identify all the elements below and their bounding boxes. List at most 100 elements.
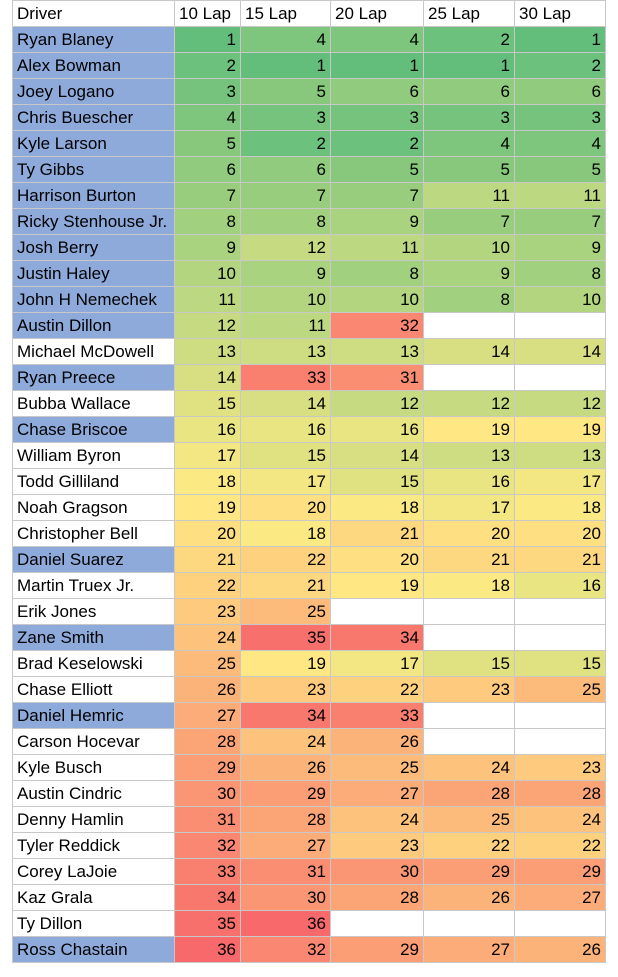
driver-cell[interactable]: Kyle Larson [12,130,175,157]
lap-rank-cell[interactable]: 23 [240,676,331,703]
lap-rank-cell[interactable]: 1 [330,52,424,79]
driver-cell[interactable]: Justin Haley [12,260,175,287]
driver-cell[interactable]: Ricky Stenhouse Jr. [12,208,175,235]
lap-rank-cell[interactable]: 21 [514,546,606,573]
lap-rank-cell[interactable]: 15 [240,442,331,469]
lap-rank-cell[interactable]: 3 [174,78,241,105]
lap-rank-cell[interactable]: 15 [330,468,424,495]
lap-rank-cell[interactable]: 5 [423,156,515,183]
lap-rank-cell[interactable]: 11 [240,312,331,339]
lap-rank-cell[interactable]: 20 [514,520,606,547]
lap-rank-cell[interactable]: 16 [423,468,515,495]
lap-rank-cell[interactable] [514,624,606,651]
driver-cell[interactable]: Ty Gibbs [12,156,175,183]
lap-rank-cell[interactable]: 2 [514,52,606,79]
lap-rank-cell[interactable]: 17 [240,468,331,495]
lap-rank-cell[interactable]: 17 [514,468,606,495]
lap-rank-cell[interactable]: 12 [514,390,606,417]
lap-rank-cell[interactable]: 35 [174,910,241,937]
lap-rank-cell[interactable] [514,910,606,937]
driver-cell[interactable]: Ryan Preece [12,364,175,391]
lap-rank-cell[interactable]: 3 [240,104,331,131]
lap-rank-cell[interactable]: 9 [240,260,331,287]
lap-rank-cell[interactable]: 28 [330,884,424,911]
lap-rank-cell[interactable]: 25 [423,806,515,833]
driver-cell[interactable]: Chase Briscoe [12,416,175,443]
lap-rank-cell[interactable]: 4 [174,104,241,131]
lap-rank-cell[interactable]: 11 [174,286,241,313]
lap-rank-cell[interactable]: 12 [423,390,515,417]
lap-rank-cell[interactable]: 4 [330,26,424,53]
lap-rank-cell[interactable]: 1 [174,26,241,53]
lap-rank-cell[interactable]: 27 [240,832,331,859]
driver-cell[interactable]: Brad Keselowski [12,650,175,677]
lap-rank-cell[interactable]: 27 [514,884,606,911]
lap-rank-cell[interactable]: 29 [423,858,515,885]
lap-rank-cell[interactable]: 9 [174,234,241,261]
lap-rank-cell[interactable]: 21 [240,572,331,599]
lap-rank-cell[interactable]: 20 [330,546,424,573]
lap-rank-cell[interactable]: 10 [423,234,515,261]
lap-rank-cell[interactable]: 7 [514,208,606,235]
lap-rank-cell[interactable] [514,598,606,625]
driver-cell[interactable]: Josh Berry [12,234,175,261]
lap-rank-cell[interactable]: 34 [174,884,241,911]
lap-rank-cell[interactable]: 3 [514,104,606,131]
lap-rank-cell[interactable] [514,364,606,391]
lap-rank-cell[interactable]: 28 [423,780,515,807]
driver-cell[interactable]: Austin Cindric [12,780,175,807]
lap-rank-cell[interactable]: 10 [240,286,331,313]
header-cell-10-lap[interactable]: 10 Lap [174,0,241,27]
lap-rank-cell[interactable]: 29 [514,858,606,885]
lap-rank-cell[interactable]: 22 [174,572,241,599]
lap-rank-cell[interactable]: 30 [174,780,241,807]
lap-rank-cell[interactable]: 14 [174,364,241,391]
lap-rank-cell[interactable]: 5 [514,156,606,183]
lap-rank-cell[interactable]: 15 [423,650,515,677]
lap-rank-cell[interactable]: 28 [174,728,241,755]
driver-cell[interactable]: Joey Logano [12,78,175,105]
lap-rank-cell[interactable]: 13 [330,338,424,365]
lap-rank-cell[interactable]: 6 [174,156,241,183]
driver-cell[interactable]: Martin Truex Jr. [12,572,175,599]
lap-rank-cell[interactable]: 2 [423,26,515,53]
lap-rank-cell[interactable] [514,312,606,339]
lap-rank-cell[interactable]: 24 [423,754,515,781]
lap-rank-cell[interactable]: 8 [240,208,331,235]
lap-rank-cell[interactable]: 30 [330,858,424,885]
lap-rank-cell[interactable] [423,312,515,339]
lap-rank-cell[interactable]: 26 [174,676,241,703]
lap-rank-cell[interactable]: 16 [240,416,331,443]
lap-rank-cell[interactable]: 10 [514,286,606,313]
driver-cell[interactable]: Daniel Suarez [12,546,175,573]
lap-rank-cell[interactable]: 22 [240,546,331,573]
lap-rank-cell[interactable]: 6 [330,78,424,105]
driver-cell[interactable]: Corey LaJoie [12,858,175,885]
lap-rank-cell[interactable]: 18 [423,572,515,599]
lap-rank-cell[interactable]: 34 [330,624,424,651]
lap-rank-cell[interactable]: 31 [330,364,424,391]
driver-cell[interactable]: William Byron [12,442,175,469]
lap-rank-cell[interactable]: 31 [174,806,241,833]
driver-cell[interactable]: Kaz Grala [12,884,175,911]
driver-cell[interactable]: Ryan Blaney [12,26,175,53]
lap-rank-cell[interactable]: 29 [330,936,424,963]
lap-rank-cell[interactable]: 16 [174,416,241,443]
lap-rank-cell[interactable]: 22 [514,832,606,859]
lap-rank-cell[interactable] [330,910,424,937]
lap-rank-cell[interactable]: 29 [174,754,241,781]
header-cell-15-lap[interactable]: 15 Lap [240,0,331,27]
driver-cell[interactable]: John H Nemechek [12,286,175,313]
lap-rank-cell[interactable]: 11 [514,182,606,209]
header-cell-driver[interactable]: Driver [12,0,175,27]
lap-rank-cell[interactable]: 23 [514,754,606,781]
driver-cell[interactable]: Alex Bowman [12,52,175,79]
lap-rank-cell[interactable]: 7 [240,182,331,209]
lap-rank-cell[interactable]: 32 [174,832,241,859]
lap-rank-cell[interactable] [514,728,606,755]
lap-rank-cell[interactable]: 18 [514,494,606,521]
driver-cell[interactable]: Ty Dillon [12,910,175,937]
lap-rank-cell[interactable]: 12 [174,312,241,339]
header-cell-30-lap[interactable]: 30 Lap [514,0,606,27]
lap-rank-cell[interactable]: 17 [174,442,241,469]
